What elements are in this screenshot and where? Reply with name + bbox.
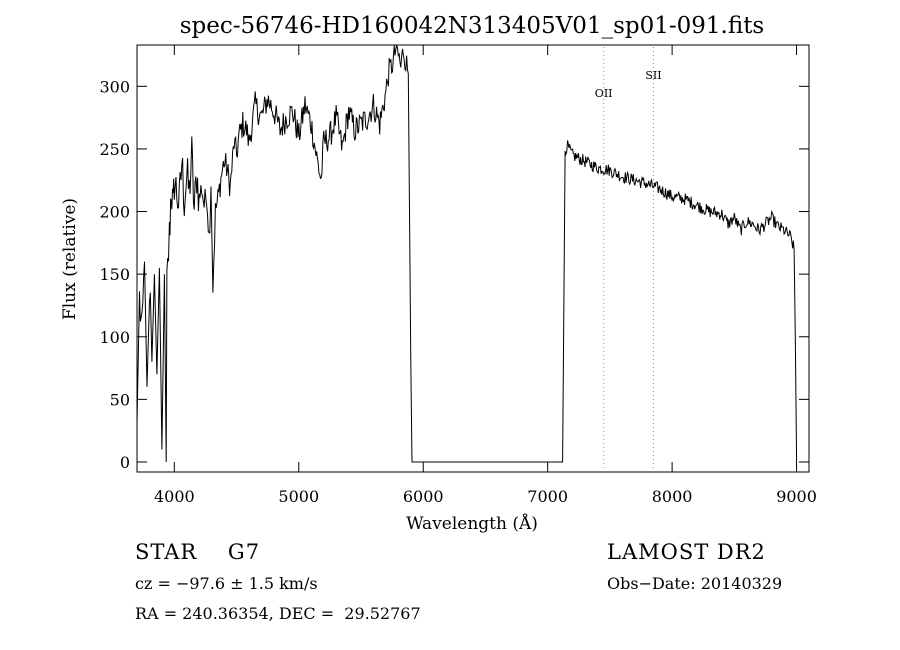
y-tick-label: 150 (99, 265, 130, 284)
survey-name: LAMOST DR2 (607, 540, 766, 564)
y-tick-label: 200 (99, 203, 130, 222)
emission-line-markers: OII SII (595, 47, 662, 472)
x-tick-label: 8000 (652, 487, 693, 506)
x-axis-label: Wavelength (Å) (406, 513, 538, 534)
y-tick-label: 100 (99, 328, 130, 347)
line-marker-label: OII (595, 87, 613, 100)
y-tick-label: 0 (120, 453, 130, 472)
plot-frame (136, 44, 810, 473)
x-tick-label: 7000 (527, 487, 568, 506)
redshift-velocity: cz = −97.6 ± 1.5 km/s (135, 574, 318, 593)
y-axis-ticks: 0 50 100 150 200 250 300 (99, 77, 809, 472)
x-tick-label: 6000 (403, 487, 444, 506)
x-tick-label: 4000 (154, 487, 195, 506)
coordinates: RA = 240.36354, DEC = 29.52767 (135, 604, 421, 623)
x-tick-label: 5000 (278, 487, 319, 506)
object-type: STAR G7 (135, 540, 261, 564)
x-tick-label: 9000 (776, 487, 817, 506)
chart-title: spec-56746-HD160042N313405V01_sp01-091.f… (180, 13, 765, 39)
line-marker-label: SII (645, 69, 661, 82)
y-tick-label: 300 (99, 77, 130, 96)
x-axis-ticks: 4000 5000 6000 7000 8000 9000 (154, 45, 817, 506)
y-tick-label: 250 (99, 140, 130, 159)
y-tick-label: 50 (110, 390, 130, 409)
y-axis-label: Flux (relative) (60, 198, 80, 320)
observation-date: Obs−Date: 20140329 (607, 574, 783, 593)
spectrum-line (136, 44, 798, 463)
